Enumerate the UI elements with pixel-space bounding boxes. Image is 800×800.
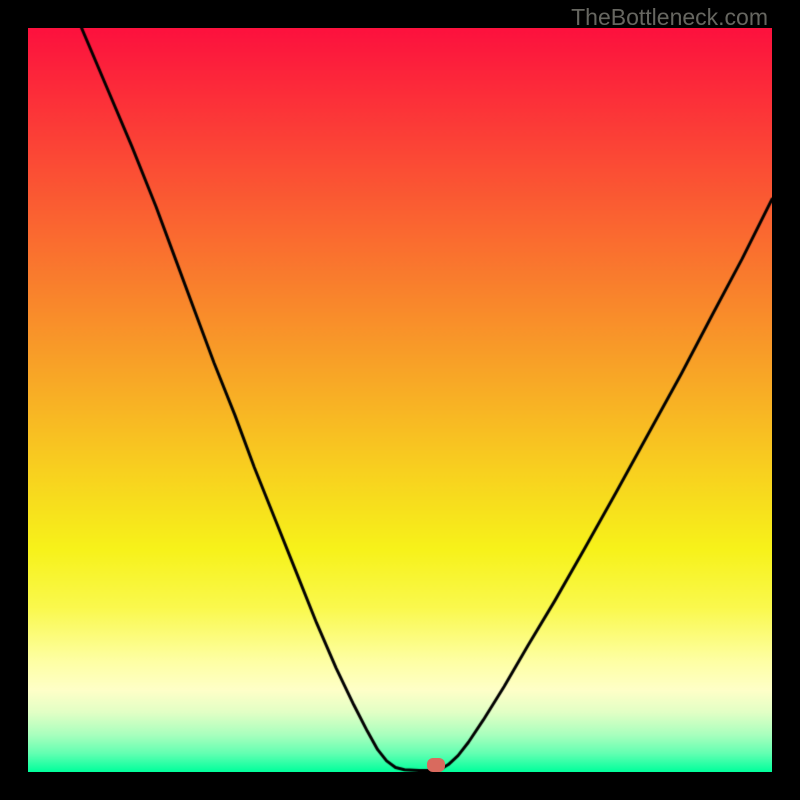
bottleneck-curve: [28, 28, 772, 772]
chart-container: TheBottleneck.com: [0, 0, 800, 800]
optimal-point-marker: [427, 758, 445, 772]
watermark-text: TheBottleneck.com: [571, 4, 768, 31]
plot-area: [28, 28, 772, 772]
